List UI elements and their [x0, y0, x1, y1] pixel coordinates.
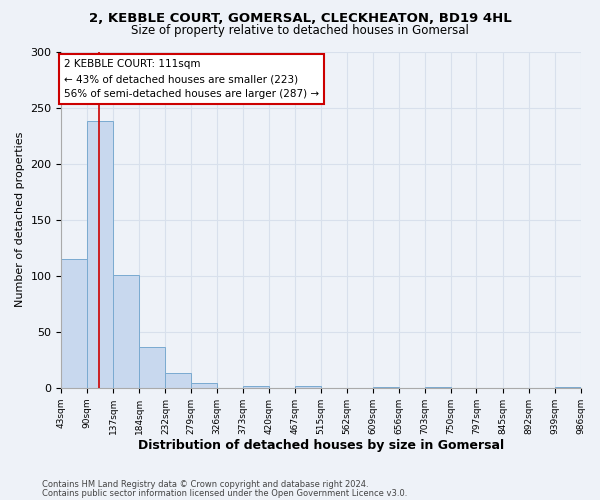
- Bar: [113, 274, 139, 388]
- Text: 2, KEBBLE COURT, GOMERSAL, CLECKHEATON, BD19 4HL: 2, KEBBLE COURT, GOMERSAL, CLECKHEATON, …: [89, 12, 511, 26]
- Text: Size of property relative to detached houses in Gomersal: Size of property relative to detached ho…: [131, 24, 469, 37]
- Bar: [243, 386, 269, 388]
- Bar: [425, 386, 451, 388]
- Text: Contains HM Land Registry data © Crown copyright and database right 2024.: Contains HM Land Registry data © Crown c…: [42, 480, 368, 489]
- Y-axis label: Number of detached properties: Number of detached properties: [15, 132, 25, 308]
- Text: 2 KEBBLE COURT: 111sqm
← 43% of detached houses are smaller (223)
56% of semi-de: 2 KEBBLE COURT: 111sqm ← 43% of detached…: [64, 60, 319, 99]
- X-axis label: Distribution of detached houses by size in Gomersal: Distribution of detached houses by size …: [138, 440, 504, 452]
- Bar: [191, 384, 217, 388]
- Bar: [166, 374, 191, 388]
- Bar: [61, 259, 87, 388]
- Bar: [373, 386, 399, 388]
- Bar: [139, 348, 166, 388]
- Bar: [295, 386, 321, 388]
- Bar: [87, 121, 113, 388]
- Bar: [554, 386, 581, 388]
- Text: Contains public sector information licensed under the Open Government Licence v3: Contains public sector information licen…: [42, 489, 407, 498]
